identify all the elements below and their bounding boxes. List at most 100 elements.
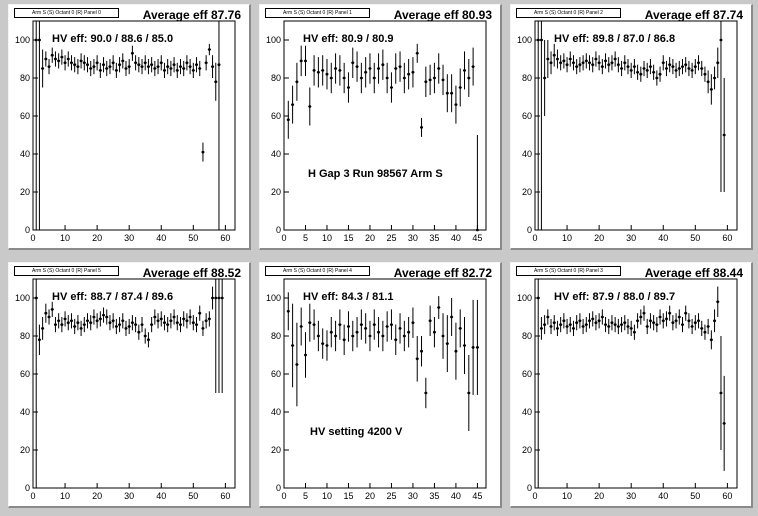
histogram-title-box: Arm S (S) Octant 0 (R) Panel 5 xyxy=(14,266,119,276)
data-point xyxy=(147,338,150,342)
data-point xyxy=(552,321,556,325)
data-point xyxy=(364,327,368,330)
x-tick-label: 40 xyxy=(156,491,166,501)
x-tick-label: 50 xyxy=(690,491,700,501)
efficiency-plot: 0 20 40 60 80 100 0 10 20 30 40 50 60 xyxy=(15,278,236,501)
data-point xyxy=(321,69,325,72)
data-point xyxy=(420,126,423,129)
x-tick-label: 60 xyxy=(722,233,732,243)
data-point xyxy=(578,63,582,67)
y-tick-label: 20 xyxy=(522,445,532,455)
data-point xyxy=(467,391,471,395)
data-point xyxy=(454,349,458,353)
data-point xyxy=(377,67,380,70)
data-point xyxy=(76,65,80,68)
data-point xyxy=(463,344,466,347)
efficiency-plot: 0 20 40 60 80 100 0 10 20 30 40 50 60 xyxy=(15,20,236,243)
data-point xyxy=(394,338,398,342)
histogram-title-box: Arm S (S) Octant 0 (R) Panel 4 xyxy=(265,266,370,276)
data-point xyxy=(63,317,67,321)
data-point xyxy=(709,338,713,342)
data-point xyxy=(398,65,402,68)
data-point xyxy=(610,61,614,65)
data-point xyxy=(411,321,415,325)
data-point xyxy=(351,61,355,65)
data-point xyxy=(445,91,449,95)
data-point xyxy=(700,67,704,70)
data-point xyxy=(295,363,299,366)
data-point xyxy=(588,319,591,323)
data-point xyxy=(671,65,675,68)
data-point xyxy=(458,86,462,89)
data-point xyxy=(50,53,54,57)
data-point xyxy=(568,323,572,326)
average-eff-label: Average eff 87.76 xyxy=(142,8,241,22)
data-point xyxy=(92,65,96,68)
data-point xyxy=(700,327,704,330)
data-point xyxy=(572,61,575,65)
data-point xyxy=(70,61,73,65)
data-point xyxy=(681,65,684,68)
data-point xyxy=(581,61,585,65)
data-point xyxy=(86,63,89,67)
x-tick-label: 45 xyxy=(472,233,482,243)
data-point xyxy=(588,61,591,65)
y-tick-label: 80 xyxy=(522,331,532,341)
y-tick-label: 0 xyxy=(527,483,532,493)
data-point xyxy=(420,349,423,353)
data-point xyxy=(713,319,716,323)
y-tick-label: 40 xyxy=(20,407,30,417)
data-point xyxy=(681,323,684,326)
data-point xyxy=(124,327,128,330)
x-tick-label: 20 xyxy=(92,233,102,243)
data-point xyxy=(211,296,214,300)
data-point xyxy=(89,67,93,70)
data-point xyxy=(562,59,566,63)
data-point xyxy=(105,315,109,319)
run-info-label: H Gap 3 Run 98567 Arm S xyxy=(308,168,443,180)
data-point xyxy=(623,321,627,325)
data-point xyxy=(411,70,415,74)
data-point xyxy=(559,61,563,65)
hv-eff-label: HV eff: 90.0 / 88.6 / 85.0 xyxy=(52,33,174,45)
x-tick-label: 50 xyxy=(690,233,700,243)
data-point xyxy=(304,353,307,357)
data-point xyxy=(156,319,160,323)
data-point xyxy=(150,63,154,67)
data-point xyxy=(355,330,359,334)
x-tick-label: 60 xyxy=(220,491,230,501)
data-point xyxy=(693,65,697,68)
data-point xyxy=(114,69,118,72)
data-point xyxy=(127,65,131,68)
data-point xyxy=(677,315,681,319)
data-point xyxy=(172,315,176,319)
data-point xyxy=(437,67,441,70)
data-point xyxy=(121,59,125,63)
x-tick-label: 45 xyxy=(472,491,482,501)
data-point xyxy=(207,317,211,321)
x-tick-label: 15 xyxy=(343,491,353,501)
data-point xyxy=(38,38,41,42)
data-point xyxy=(402,334,406,338)
data-point xyxy=(674,319,678,323)
average-eff-label: Average eff 80.93 xyxy=(393,8,492,22)
data-point xyxy=(217,296,221,300)
data-point xyxy=(334,67,337,70)
x-tick-label: 20 xyxy=(92,491,102,501)
data-point xyxy=(34,296,38,300)
data-point xyxy=(179,323,182,326)
y-tick-label: 40 xyxy=(522,149,532,159)
data-point xyxy=(102,313,105,317)
data-point xyxy=(543,323,547,326)
data-point xyxy=(79,327,83,330)
data-point xyxy=(706,80,710,84)
data-point xyxy=(402,76,406,80)
data-point xyxy=(38,338,41,342)
data-point xyxy=(134,323,138,326)
data-point xyxy=(347,325,350,328)
data-point xyxy=(471,346,475,349)
data-point xyxy=(607,63,611,67)
data-point xyxy=(220,296,224,300)
data-point xyxy=(188,65,192,68)
data-point xyxy=(394,67,398,70)
